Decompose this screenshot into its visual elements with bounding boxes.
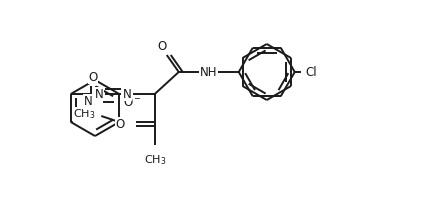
Text: N$^+$: N$^+$ (83, 94, 102, 110)
Text: O$^-$: O$^-$ (123, 95, 142, 109)
Text: O: O (88, 70, 97, 84)
Text: Cl: Cl (306, 66, 317, 78)
Text: N: N (123, 88, 131, 101)
Text: CH$_3$: CH$_3$ (73, 107, 95, 121)
Text: N: N (94, 88, 103, 101)
Text: O: O (157, 39, 166, 52)
Text: NH: NH (200, 66, 218, 78)
Text: O: O (116, 117, 125, 130)
Text: CH$_3$: CH$_3$ (144, 153, 166, 167)
